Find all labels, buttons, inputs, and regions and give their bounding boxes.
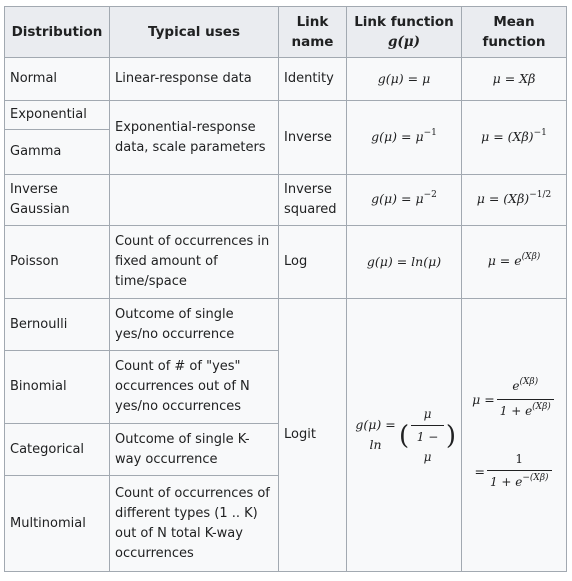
cell-link-function: g(μ) = ln ( μ 1 − μ ) [346,298,462,572]
cell-distribution: Inverse Gaussian [4,174,110,226]
table-row: Categorical Outcome of single K-way occu… [4,423,567,476]
cell-mean-function: μ = e(Xβ) [461,225,567,299]
glm-table: Distribution Typical uses Link name Link … [4,6,567,572]
logistic-fraction-1: e(Xβ) 1 + e(Xβ) [496,376,554,423]
den-exponent: (Xβ) [532,402,551,412]
logit-formula: g(μ) = ln ( μ 1 − μ ) [352,404,456,467]
table-row: Normal Linear-response data Identity g(μ… [4,57,567,101]
cell-uses: Outcome of single yes/no occurrence [109,298,279,351]
cell-distribution: Normal [4,57,110,101]
cell-link-name: Logit [278,298,347,572]
cell-link-function: g(μ) = μ−2 [346,174,462,226]
header-mean-function-line2: function [482,34,546,50]
cell-distribution: Poisson [4,225,110,299]
cell-link-name: Identity [278,57,347,101]
header-link-function-math: g(μ) [387,34,421,50]
cell-uses: Count of occurrences of different types … [109,475,279,572]
cell-link-name: Inverse squared [278,174,347,226]
cell-distribution: Categorical [4,423,110,476]
cell-mean-function: μ = (Xβ)−1/2 [461,174,567,226]
header-link-function-line1: Link function [354,14,454,30]
logit-lhs: g(μ) = ln [355,417,396,452]
table-row: Multinomial Count of occurrences of diff… [4,475,567,572]
den-base: 1 + e [499,404,533,418]
header-mean-function-line1: Mean [493,14,535,30]
logistic-line-2: = 1 1 + e−(Xβ) [474,449,553,494]
cell-distribution: Binomial [4,350,110,424]
logistic-formula: μ = e(Xβ) 1 + e(Xβ) = 1 1 + e−(Xβ) [467,376,561,494]
header-typical-uses: Typical uses [109,6,279,58]
den-exponent: −(Xβ) [522,473,549,483]
mean-fn-base: μ = e [487,253,522,268]
cell-link-function: g(μ) = μ [346,57,462,101]
close-paren: ) [445,421,456,451]
logistic-lhs: μ = [472,391,495,407]
equals-sign: = [474,463,485,479]
table-row: Inverse Gaussian Inverse squared g(μ) = … [4,174,567,226]
mean-fn-exponent: −1/2 [529,190,552,200]
header-mean-function: Mean function [461,6,567,58]
header-distribution: Distribution [4,6,110,58]
num-exponent: (Xβ) [519,377,539,387]
mean-fn-base: μ = (Xβ) [481,128,534,144]
table-row: Gamma [4,129,567,175]
cell-distribution: Gamma [4,129,110,175]
mean-fn-exponent: −1 [533,127,547,138]
cell-link-name: Inverse [278,100,347,175]
logit-fraction: μ 1 − μ [411,404,444,467]
table-row: Binomial Count of # of "yes" occurrences… [4,350,567,424]
cell-uses: Count of occurrences in fixed amount of … [109,225,279,299]
logistic-line-1: μ = e(Xβ) 1 + e(Xβ) [472,376,556,423]
logistic-denominator-1: 1 + e(Xβ) [496,399,554,423]
header-link-name-line2: name [291,34,334,50]
table-row: Poisson Count of occurrences in fixed am… [4,225,567,299]
cell-uses: Exponential-response data, scale paramet… [109,100,279,175]
cell-distribution: Exponential [4,100,110,130]
header-link-name-line1: Link [296,14,329,30]
cell-distribution: Bernoulli [4,298,110,351]
logit-numerator: μ [423,406,432,421]
mean-fn-exponent: (Xβ) [521,252,541,262]
cell-mean-function: μ = Xβ [461,57,567,101]
den-base: 1 + e [489,475,523,489]
logit-denominator: 1 − μ [411,424,444,467]
table-row: Exponential Exponential-response data, s… [4,100,567,175]
cell-uses: Outcome of single K-way occurrence [109,423,279,476]
mean-fn-base: μ = (Xβ) [476,191,530,206]
cell-link-function: g(μ) = μ−1 [346,100,462,175]
link-fn-exponent: −2 [423,190,437,200]
header-link-function: Link function g(μ) [346,6,462,58]
link-fn-base: g(μ) = μ [371,191,424,206]
logistic-denominator-2: 1 + e−(Xβ) [486,470,552,494]
link-fn-base: g(μ) = μ [371,128,424,144]
table-row: Bernoulli Outcome of single yes/no occur… [4,298,567,572]
header-row: Distribution Typical uses Link name Link … [4,6,567,58]
cell-uses [109,174,279,226]
logistic-numerator-2: 1 [515,452,524,466]
header-link-name: Link name [278,6,347,58]
cell-link-function: g(μ) = ln(μ) [346,225,462,299]
open-paren: ( [399,421,410,451]
cell-uses: Count of # of "yes" occurrences out of N… [109,350,279,424]
link-fn-exponent: −1 [423,127,437,138]
logistic-fraction-2: 1 1 + e−(Xβ) [486,449,552,494]
cell-mean-function: μ = e(Xβ) 1 + e(Xβ) = 1 1 + e−(Xβ) [461,298,567,572]
num-base: e [512,379,520,393]
cell-distribution: Multinomial [4,475,110,572]
cell-uses: Linear-response data [109,57,279,101]
cell-mean-function: μ = (Xβ)−1 [461,100,567,175]
logistic-numerator-1: e(Xβ) [509,376,541,399]
cell-link-name: Log [278,225,347,299]
